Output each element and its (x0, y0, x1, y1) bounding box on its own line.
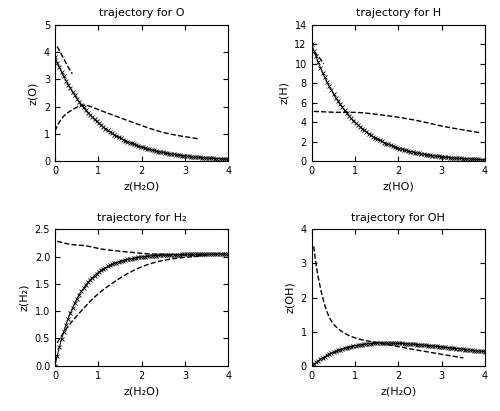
X-axis label: z(H₂O): z(H₂O) (124, 386, 160, 396)
Y-axis label: z(H): z(H) (279, 81, 289, 104)
Title: trajectory for OH: trajectory for OH (352, 213, 445, 223)
Y-axis label: z(OH): z(OH) (285, 282, 295, 314)
Title: trajectory for H₂: trajectory for H₂ (97, 213, 186, 223)
X-axis label: z(H₂O): z(H₂O) (124, 182, 160, 192)
X-axis label: z(HO): z(HO) (382, 182, 414, 192)
Title: trajectory for O: trajectory for O (99, 8, 184, 18)
Y-axis label: z(O): z(O) (28, 81, 38, 104)
Title: trajectory for H: trajectory for H (356, 8, 441, 18)
Y-axis label: z(H₂): z(H₂) (19, 284, 29, 311)
X-axis label: z(H₂O): z(H₂O) (380, 386, 416, 396)
